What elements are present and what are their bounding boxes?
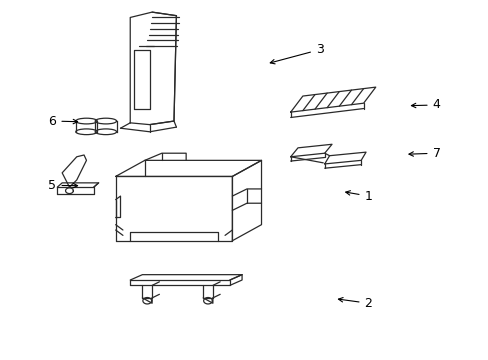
Text: 6: 6 (48, 114, 78, 127)
Text: 1: 1 (345, 190, 372, 203)
Text: 2: 2 (338, 297, 372, 310)
Text: 7: 7 (408, 147, 440, 160)
Text: 3: 3 (270, 43, 323, 64)
Text: 5: 5 (48, 179, 78, 192)
Text: 4: 4 (410, 99, 440, 112)
